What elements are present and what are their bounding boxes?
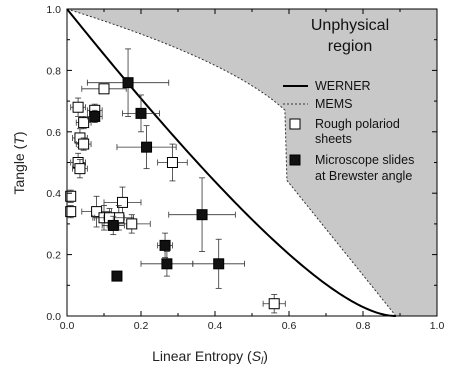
microscope-slide-point-8 bbox=[193, 239, 245, 288]
x-tick-label: 0.6 bbox=[282, 320, 297, 332]
rough-polaroid-point-0 bbox=[82, 84, 126, 94]
legend-slides-label-line-1: Microscope slides bbox=[315, 153, 414, 167]
filled-square-marker bbox=[112, 271, 122, 281]
y-tick-label: 0.8 bbox=[46, 65, 61, 77]
x-tick-label: 0.2 bbox=[134, 320, 149, 332]
rough-polaroid-point-17 bbox=[263, 295, 285, 313]
rough-polaroid-point-5 bbox=[76, 138, 91, 150]
legend-rough-label-line-1: Rough polariod bbox=[315, 117, 400, 131]
x-axis-title: Linear Entropy (Sl) bbox=[152, 348, 268, 367]
filled-square-marker bbox=[162, 259, 172, 269]
microscope-slide-point-7 bbox=[141, 252, 193, 277]
svg-text:Tangle (T): Tangle (T) bbox=[11, 131, 27, 194]
filled-square-marker bbox=[136, 108, 146, 118]
open-square-marker bbox=[127, 219, 137, 229]
open-square-marker bbox=[269, 299, 279, 309]
legend-slides-label-line-2: at Brewster angle bbox=[315, 169, 412, 183]
legend-filled-square-marker bbox=[290, 155, 300, 165]
rough-polaroid-point-3 bbox=[76, 116, 91, 128]
open-square-marker bbox=[75, 164, 85, 174]
y-tick-label: 0.4 bbox=[46, 188, 61, 200]
filled-square-marker bbox=[90, 111, 100, 121]
microscope-slide-point-4 bbox=[169, 178, 236, 252]
region-label-line-2: region bbox=[328, 38, 372, 55]
filled-square-marker bbox=[142, 142, 152, 152]
x-axis-title-text: Linear Entropy bbox=[152, 348, 243, 364]
x-tick-label: 1.0 bbox=[430, 320, 445, 332]
rough-polaroid-point-8 bbox=[158, 144, 188, 181]
filled-square-marker bbox=[160, 240, 170, 250]
filled-square-marker bbox=[197, 210, 207, 220]
x-tick-label: 0.0 bbox=[60, 320, 75, 332]
filled-square-marker bbox=[214, 259, 224, 269]
y-tick-label: 0.6 bbox=[46, 127, 61, 139]
legend-mems-label: MEMS bbox=[315, 97, 353, 111]
filled-square-marker bbox=[123, 78, 133, 88]
open-square-marker bbox=[79, 139, 89, 149]
y-tick-label: 0.0 bbox=[46, 311, 61, 323]
open-square-marker bbox=[167, 158, 177, 168]
rough-polaroid-point-1 bbox=[71, 98, 86, 116]
svg-text:Linear Entropy (Sl): Linear Entropy (Sl) bbox=[152, 348, 268, 367]
data-points-layer bbox=[66, 49, 286, 313]
x-tick-label: 0.8 bbox=[356, 320, 371, 332]
y-tick-label: 1.0 bbox=[46, 4, 61, 16]
legend-rough-label-line-2: sheets bbox=[315, 132, 352, 146]
legend-werner-label: WERNER bbox=[315, 79, 371, 93]
microscope-slide-point-1 bbox=[87, 110, 102, 122]
region-label-line-1: Unphysical bbox=[311, 17, 389, 34]
microscope-slide-point-9 bbox=[112, 271, 122, 281]
y-tick-label: 0.2 bbox=[46, 250, 61, 262]
y-axis-title-text: Tangle bbox=[11, 153, 27, 194]
microscope-slide-point-6 bbox=[158, 233, 173, 258]
filled-square-marker bbox=[108, 220, 118, 230]
open-square-marker bbox=[73, 102, 83, 112]
open-square-marker bbox=[99, 84, 109, 94]
x-tick-label: 0.4 bbox=[208, 320, 223, 332]
legend-open-square-marker bbox=[290, 119, 300, 129]
y-axis-title: Tangle (T) bbox=[11, 131, 27, 194]
